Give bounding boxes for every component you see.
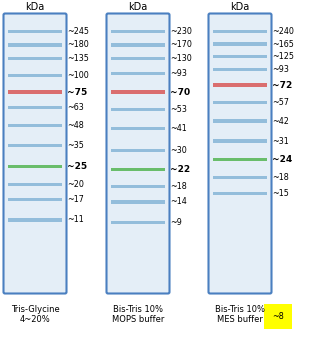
Bar [111, 108, 165, 111]
Text: ~170: ~170 [170, 40, 192, 49]
Text: ~100: ~100 [67, 71, 89, 80]
Bar [111, 57, 165, 60]
Text: ~35: ~35 [67, 141, 84, 150]
Bar [8, 183, 62, 186]
Text: ~18: ~18 [170, 182, 187, 191]
Text: ~93: ~93 [170, 69, 187, 78]
Text: ~9: ~9 [170, 218, 182, 227]
Bar [8, 198, 62, 201]
Text: kDa: kDa [231, 2, 250, 12]
Text: ~245: ~245 [67, 27, 89, 36]
Text: kDa: kDa [128, 2, 148, 12]
Bar [213, 84, 267, 87]
Bar [111, 168, 165, 171]
Bar [111, 72, 165, 75]
Bar [8, 165, 62, 168]
Bar [213, 120, 267, 123]
Text: ~18: ~18 [272, 174, 289, 183]
Text: Bis-Tris 10%
MES buffer: Bis-Tris 10% MES buffer [215, 305, 265, 324]
Text: ~57: ~57 [272, 98, 289, 107]
Bar [8, 219, 62, 221]
Text: ~17: ~17 [67, 195, 84, 204]
Bar [213, 101, 267, 104]
Bar [8, 30, 62, 33]
Text: ~70: ~70 [170, 87, 190, 96]
Bar [8, 43, 62, 46]
Bar [8, 57, 62, 60]
Bar [8, 124, 62, 127]
Bar [111, 127, 165, 130]
FancyBboxPatch shape [209, 13, 272, 293]
Bar [111, 30, 165, 33]
Text: ~130: ~130 [170, 54, 192, 63]
Bar [8, 74, 62, 77]
Bar [8, 106, 62, 109]
Text: ~230: ~230 [170, 27, 192, 36]
Text: ~165: ~165 [272, 40, 294, 49]
Text: ~22: ~22 [170, 165, 190, 174]
Text: ~48: ~48 [67, 121, 84, 130]
Text: ~53: ~53 [170, 105, 187, 114]
Text: ~240: ~240 [272, 27, 294, 36]
Text: ~30: ~30 [170, 146, 187, 155]
Bar [213, 192, 267, 195]
Bar [213, 139, 267, 143]
Bar [213, 176, 267, 180]
Text: ~93: ~93 [272, 66, 289, 75]
Bar [111, 201, 165, 203]
Bar [8, 144, 62, 147]
FancyBboxPatch shape [3, 13, 66, 293]
Bar [8, 90, 62, 94]
Text: Tris-Glycine
4~20%: Tris-Glycine 4~20% [11, 305, 59, 324]
Text: ~11: ~11 [67, 216, 84, 225]
Bar [111, 90, 165, 94]
Text: ~125: ~125 [272, 52, 294, 61]
Text: ~15: ~15 [272, 189, 289, 198]
FancyBboxPatch shape [107, 13, 170, 293]
Bar [213, 158, 267, 161]
Bar [213, 68, 267, 71]
Bar [111, 43, 165, 46]
Text: ~41: ~41 [170, 124, 187, 133]
Text: ~24: ~24 [272, 155, 292, 164]
Bar [213, 30, 267, 33]
Text: Bis-Tris 10%
MOPS buffer: Bis-Tris 10% MOPS buffer [112, 305, 164, 324]
Text: ~14: ~14 [170, 198, 187, 207]
Text: ~63: ~63 [67, 103, 84, 112]
Bar [213, 42, 267, 46]
Text: kDa: kDa [25, 2, 44, 12]
Bar [213, 55, 267, 58]
Bar [111, 185, 165, 188]
Text: ~72: ~72 [272, 81, 292, 90]
Text: ~25: ~25 [67, 162, 87, 171]
Text: ~8: ~8 [272, 312, 284, 321]
Text: ~20: ~20 [67, 180, 84, 189]
Text: ~42: ~42 [272, 117, 289, 126]
Text: ~31: ~31 [272, 136, 289, 145]
Text: ~75: ~75 [67, 87, 87, 96]
Bar [111, 149, 165, 152]
Text: ~135: ~135 [67, 54, 89, 63]
Bar [111, 221, 165, 224]
Text: ~180: ~180 [67, 40, 89, 49]
